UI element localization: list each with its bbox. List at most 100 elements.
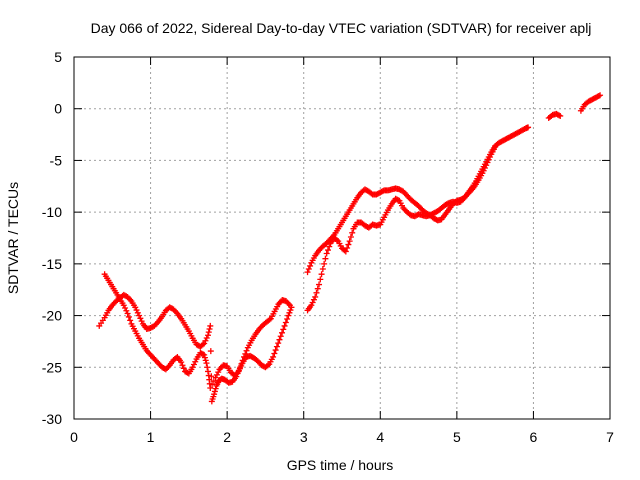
- data-point: [481, 165, 488, 172]
- data-point: [483, 162, 490, 169]
- data-point: [347, 233, 354, 240]
- data-point: [236, 365, 243, 372]
- data-point: [286, 309, 293, 316]
- data-point: [211, 391, 218, 398]
- y-tick-label: -15: [42, 256, 62, 272]
- data-point: [322, 255, 329, 262]
- data-point: [203, 334, 210, 341]
- data-point: [180, 365, 187, 372]
- data-points: [96, 92, 604, 405]
- data-point: [243, 347, 250, 354]
- data-point: [323, 250, 330, 257]
- data-point: [207, 384, 214, 391]
- y-tick-label: -30: [42, 411, 62, 427]
- data-point: [308, 302, 315, 309]
- data-point: [555, 112, 562, 119]
- data-point: [485, 156, 492, 163]
- data-point: [264, 362, 271, 369]
- data-point: [133, 307, 140, 314]
- data-point: [313, 289, 320, 296]
- data-point: [204, 364, 211, 371]
- data-point: [271, 350, 278, 357]
- data-point: [310, 296, 317, 303]
- plot-border: [73, 56, 611, 420]
- x-axis-label: GPS time / hours: [287, 457, 394, 473]
- data-point: [288, 304, 295, 311]
- data-point: [285, 312, 292, 319]
- data-point: [212, 374, 219, 381]
- data-point: [492, 143, 499, 150]
- y-tick-label: -25: [42, 359, 62, 375]
- data-point: [317, 276, 324, 283]
- data-series-3: [304, 92, 604, 276]
- data-point: [203, 360, 210, 367]
- data-point: [272, 347, 279, 354]
- data-point: [127, 317, 134, 324]
- data-point: [124, 310, 131, 317]
- data-point: [346, 238, 353, 245]
- data-point: [349, 229, 356, 236]
- data-point: [287, 307, 294, 314]
- data-point: [125, 313, 132, 320]
- x-tick-label: 0: [70, 429, 78, 445]
- data-point: [597, 92, 604, 99]
- data-point: [211, 388, 218, 395]
- data-point: [209, 381, 216, 388]
- y-tick-label: -20: [42, 308, 62, 324]
- data-point: [120, 302, 127, 309]
- data-point: [595, 92, 602, 99]
- data-point: [282, 319, 289, 326]
- data-point: [201, 351, 208, 358]
- x-tick-label: 4: [376, 429, 384, 445]
- data-point: [270, 353, 277, 360]
- grid-lines: [74, 57, 610, 419]
- data-point: [210, 378, 217, 385]
- data-series-1: [96, 291, 293, 405]
- x-axis-ticks: 0 1 2 3 4 5 6 7: [70, 57, 614, 445]
- data-point: [122, 304, 129, 311]
- data-point: [345, 241, 352, 248]
- data-point: [190, 361, 197, 368]
- data-point: [273, 343, 280, 350]
- data-point: [525, 124, 532, 131]
- data-point: [123, 307, 130, 314]
- data-point: [238, 362, 245, 369]
- data-point: [205, 329, 212, 336]
- data-point: [201, 340, 208, 347]
- y-tick-label: -5: [50, 152, 63, 168]
- data-point: [205, 332, 211, 339]
- y-axis-label: SDTVAR / TECUs: [5, 182, 21, 294]
- y-tick-label: 5: [54, 49, 62, 65]
- data-point: [192, 358, 199, 365]
- x-tick-label: 6: [530, 429, 538, 445]
- data-point: [199, 341, 206, 348]
- data-point: [189, 364, 196, 371]
- y-tick-label: -10: [42, 204, 62, 220]
- data-point: [266, 316, 273, 323]
- data-point: [212, 385, 219, 392]
- data-point: [279, 329, 286, 336]
- data-point: [280, 326, 287, 333]
- data-point: [314, 285, 321, 292]
- data-point: [395, 197, 402, 204]
- data-point: [201, 354, 208, 361]
- data-point: [132, 304, 139, 311]
- data-point: [284, 316, 291, 323]
- data-point: [307, 262, 314, 269]
- data-point: [199, 351, 206, 358]
- data-point: [277, 333, 284, 340]
- data-point: [281, 322, 288, 329]
- data-point: [324, 247, 331, 254]
- chart-title: Day 066 of 2022, Sidereal Day-to-day VTE…: [91, 20, 592, 36]
- x-tick-label: 5: [453, 429, 461, 445]
- data-point: [138, 318, 145, 325]
- data-point: [202, 357, 209, 364]
- y-tick-label: 0: [54, 101, 62, 117]
- data-point: [316, 281, 323, 288]
- data-point: [207, 322, 214, 329]
- data-point: [333, 237, 340, 244]
- data-point: [205, 368, 211, 375]
- data-point: [344, 244, 351, 251]
- data-point: [276, 336, 283, 343]
- data-point: [487, 153, 494, 160]
